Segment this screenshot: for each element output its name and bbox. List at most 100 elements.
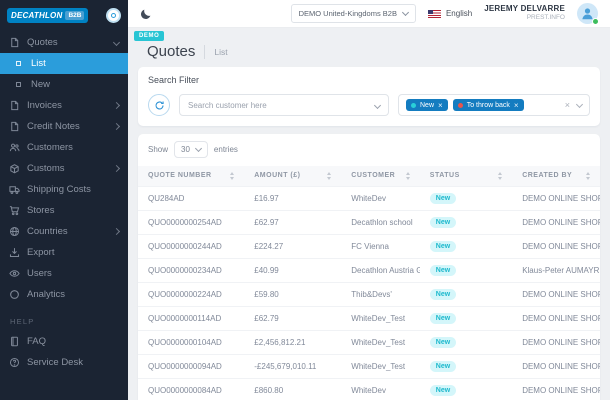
status-cell: New — [419, 329, 513, 354]
multiselect-controls: × — [564, 100, 584, 110]
refresh-button[interactable] — [148, 94, 170, 116]
environment-select[interactable]: DEMO United-Kingdoms B2B — [290, 4, 416, 23]
sidebar-item-users[interactable]: Users — [0, 263, 128, 284]
status-cell: New — [419, 305, 513, 330]
created-by-cell: DEMO ONLINE SHOP — [512, 377, 600, 400]
amount-cell: £224.27 — [244, 233, 342, 258]
customer-search-input[interactable]: Search customer here — [179, 94, 389, 116]
sidebar-item-shipping-costs[interactable]: Shipping Costs — [0, 179, 128, 200]
customer-cell: Decathlon Austria GmbH — [341, 257, 420, 282]
column-header-amount[interactable]: AMOUNT (£) — [244, 166, 341, 186]
sidebar-item-customs[interactable]: Customs — [0, 158, 128, 179]
sidebar-toggle-button[interactable] — [106, 8, 121, 23]
person-icon — [582, 8, 593, 20]
sidebar-item-countries[interactable]: Countries — [0, 221, 128, 242]
sidebar-item-service-desk[interactable]: Service Desk — [0, 352, 128, 373]
sidebar-item-faq[interactable]: FAQ — [0, 331, 128, 352]
quote-number-cell: QUO0000000244AD — [138, 233, 245, 258]
language-label: English — [445, 9, 473, 18]
amount-cell: £16.97 — [244, 185, 342, 210]
sidebar-item-label: Export — [27, 247, 55, 258]
table-row[interactable]: QUO0000000224AD £59.80 Thib&Devs' New DEMO O… — [138, 281, 600, 306]
sidebar-item-quotes[interactable]: Quotes — [0, 32, 128, 53]
status-badge: New — [429, 216, 457, 228]
sidebar-item-quotes-new[interactable]: New — [0, 74, 128, 95]
table-row[interactable]: QUO0000000254AD £62.97 Decathlon school New… — [138, 209, 600, 234]
status-badge: New — [429, 264, 457, 276]
language-selector[interactable]: English — [427, 9, 473, 18]
sidebar-item-credit-notes[interactable]: Credit Notes — [0, 116, 128, 137]
created-by-cell: DEMO ONLINE SHOP — [512, 353, 600, 378]
quotes-table-card: Show 30 entries QUOTE NUMBER AMOUNT (£) … — [138, 134, 600, 400]
status-badge: New — [429, 288, 457, 300]
sidebar-item-analytics[interactable]: Analytics — [0, 284, 128, 305]
user-menu[interactable]: JEREMY DELVARRE PREST.INFO — [484, 4, 565, 22]
filter-chip-to-throw-back[interactable]: To throw back × — [452, 99, 524, 111]
box-icon — [10, 164, 19, 174]
status-dot-new — [411, 102, 416, 108]
column-header-customer[interactable]: CUSTOMER — [341, 166, 420, 186]
sidebar-item-customers[interactable]: Customers — [0, 137, 128, 158]
table-row[interactable]: QUO0000000114AD £62.79 WhiteDev_Test New DEM… — [138, 305, 600, 330]
status-badge: New — [429, 360, 457, 372]
sidebar-item-label: Stores — [27, 205, 55, 216]
chevron-right-icon — [112, 122, 121, 131]
brand-name: DECATHLON — [11, 11, 63, 20]
status-badge: New — [429, 192, 457, 204]
breadcrumb-divider — [204, 44, 206, 59]
quote-number-cell: QUO0000000084AD — [138, 377, 245, 400]
sidebar-item-label: List — [31, 58, 46, 69]
customer-cell: WhiteDev_Test — [341, 353, 420, 378]
file-icon — [11, 37, 19, 48]
demo-environment-badge: DEMO — [134, 31, 165, 41]
remove-chip-icon[interactable]: × — [513, 100, 519, 110]
truck-icon — [9, 186, 20, 194]
quote-number-cell: QUO0000000224AD — [138, 281, 245, 306]
sort-icon — [498, 172, 503, 180]
column-header-quote-number[interactable]: QUOTE NUMBER — [138, 166, 244, 186]
sidebar-item-stores[interactable]: Stores — [0, 200, 128, 221]
remove-chip-icon[interactable]: × — [438, 100, 443, 110]
chevron-down-icon — [112, 38, 121, 47]
eye-icon — [9, 270, 20, 277]
sidebar-item-invoices[interactable]: Invoices — [0, 95, 128, 116]
sidebar-item-quotes-list[interactable]: List — [0, 53, 128, 74]
clear-all-icon[interactable]: × — [564, 100, 570, 110]
chevron-right-icon — [112, 164, 121, 173]
chip-label: New — [420, 101, 435, 109]
sidebar-item-label: Analytics — [27, 289, 66, 300]
customer-cell: Thib&Devs' — [341, 281, 420, 306]
created-by-cell: DEMO ONLINE SHOP — [512, 233, 600, 258]
chevron-down-icon[interactable] — [575, 100, 584, 108]
table-header-row: QUOTE NUMBER AMOUNT (£) CUSTOMER STATUS … — [138, 166, 600, 186]
customer-cell: WhiteDev_Test — [341, 305, 420, 330]
page-title: Quotes — [147, 43, 196, 60]
table-row[interactable]: QUO0000000104AD £2,456,812.21 WhiteDev_Tes… — [138, 329, 600, 354]
main-area: DEMO United-Kingdoms B2B English JEREMY … — [128, 0, 610, 400]
brand-suffix-badge: B2B — [65, 11, 85, 20]
status-filter-multiselect[interactable]: New × To throw back × × — [398, 94, 590, 116]
page-size-select[interactable]: 30 — [174, 141, 208, 158]
chevron-down-icon — [373, 101, 382, 109]
page-size-value: 30 — [181, 145, 190, 154]
sort-icon — [405, 172, 410, 180]
column-header-created-by[interactable]: CREATED BY — [512, 166, 600, 186]
sort-icon — [230, 172, 235, 180]
filter-chip-new[interactable]: New × — [406, 99, 448, 111]
table-row[interactable]: QUO0000000244AD £224.27 FC Vienna New DEMO O… — [138, 233, 600, 258]
table-row[interactable]: QU284AD £16.97 WhiteDev New DEMO ONLINE SHOP — [138, 185, 600, 210]
dark-mode-toggle[interactable] — [140, 8, 152, 20]
avatar[interactable] — [577, 3, 599, 25]
created-by-cell: Klaus-Peter AUMAYR — [512, 257, 600, 282]
toggle-icon — [111, 13, 116, 18]
sidebar-header: DECATHLON B2B — [0, 0, 128, 32]
table-row[interactable]: QUO0000000094AD -£245,679,010.11 WhiteDev_… — [138, 353, 600, 378]
sidebar-item-label: Countries — [27, 226, 68, 237]
column-header-status[interactable]: STATUS — [420, 166, 512, 186]
file-icon — [11, 100, 19, 111]
book-icon — [11, 336, 18, 347]
sidebar-item-export[interactable]: Export — [0, 242, 128, 263]
table-row[interactable]: QUO0000000084AD £860.80 WhiteDev New DEMO ON… — [138, 377, 600, 400]
new-icon — [16, 82, 21, 87]
